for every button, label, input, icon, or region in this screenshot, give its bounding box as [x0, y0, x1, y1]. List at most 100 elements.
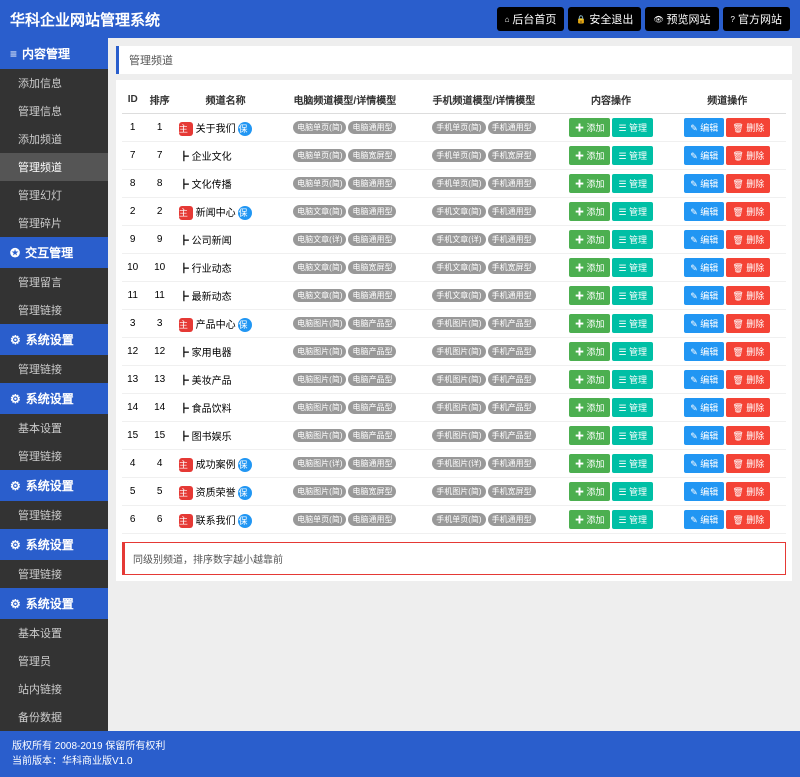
delete-button[interactable]: 🗑 删除 — [726, 174, 770, 193]
model-pill: 电脑图片(简) — [293, 485, 346, 498]
add-button[interactable]: ✚ 添加 — [569, 482, 611, 501]
menu-category[interactable]: ⚙系统设置 — [0, 324, 108, 355]
menu-item[interactable]: 添加信息 — [0, 69, 108, 97]
delete-button[interactable]: 🗑 删除 — [726, 146, 770, 165]
edit-button[interactable]: ✎ 编辑 — [684, 202, 724, 221]
delete-button[interactable]: 🗑 删除 — [726, 314, 770, 333]
add-button[interactable]: ✚ 添加 — [569, 118, 611, 137]
menu-item[interactable]: 管理频道 — [0, 153, 108, 181]
menu-item[interactable]: 基本设置 — [0, 414, 108, 442]
edit-button[interactable]: ✎ 编辑 — [684, 454, 724, 473]
menu-item[interactable]: 基本设置 — [0, 619, 108, 647]
menu-category[interactable]: ✪交互管理 — [0, 237, 108, 268]
add-button[interactable]: ✚ 添加 — [569, 370, 611, 389]
delete-button[interactable]: 🗑 删除 — [726, 482, 770, 501]
manage-button[interactable]: ☰ 管理 — [612, 342, 653, 361]
menu-item[interactable]: 管理幻灯 — [0, 181, 108, 209]
menu-category[interactable]: ⚙系统设置 — [0, 383, 108, 414]
add-button[interactable]: ✚ 添加 — [569, 314, 611, 333]
menu-item[interactable]: 管理碎片 — [0, 209, 108, 237]
channel-name: ┣ 食品饮料 — [179, 404, 232, 415]
manage-button[interactable]: ☰ 管理 — [612, 146, 653, 165]
add-button[interactable]: ✚ 添加 — [569, 230, 611, 249]
manage-button[interactable]: ☰ 管理 — [612, 482, 653, 501]
menu-item[interactable]: 管理留言 — [0, 268, 108, 296]
edit-button[interactable]: ✎ 编辑 — [684, 230, 724, 249]
edit-button[interactable]: ✎ 编辑 — [684, 510, 724, 529]
cell-channel-ops: ✎ 编辑🗑 删除 — [669, 310, 786, 338]
add-button[interactable]: ✚ 添加 — [569, 146, 611, 165]
panel-title: 管理频道 — [116, 46, 792, 74]
menu-cat-icon: ⚙ — [10, 538, 21, 552]
edit-button[interactable]: ✎ 编辑 — [684, 342, 724, 361]
add-button[interactable]: ✚ 添加 — [569, 258, 611, 277]
add-button[interactable]: ✚ 添加 — [569, 398, 611, 417]
table-row: 1515┣ 图书娱乐 电脑图片(简)电脑产品型手机图片(简)手机产品型✚ 添加☰… — [122, 422, 786, 450]
edit-button[interactable]: ✎ 编辑 — [684, 258, 724, 277]
delete-button[interactable]: 🗑 删除 — [726, 342, 770, 361]
nav-button-3[interactable]: ?官方网站 — [723, 7, 790, 31]
edit-button[interactable]: ✎ 编辑 — [684, 426, 724, 445]
manage-button[interactable]: ☰ 管理 — [612, 230, 653, 249]
menu-item[interactable]: 站内链接 — [0, 675, 108, 703]
manage-button[interactable]: ☰ 管理 — [612, 454, 653, 473]
manage-button[interactable]: ☰ 管理 — [612, 510, 653, 529]
menu-category[interactable]: ≡内容管理 — [0, 38, 108, 69]
manage-button[interactable]: ☰ 管理 — [612, 286, 653, 305]
menu-item[interactable]: 管理链接 — [0, 560, 108, 588]
menu-item[interactable]: 管理信息 — [0, 97, 108, 125]
manage-button[interactable]: ☰ 管理 — [612, 174, 653, 193]
delete-button[interactable]: 🗑 删除 — [726, 230, 770, 249]
delete-button[interactable]: 🗑 删除 — [726, 510, 770, 529]
model-pill: 电脑单页(简) — [293, 177, 346, 190]
manage-button[interactable]: ☰ 管理 — [612, 426, 653, 445]
edit-button[interactable]: ✎ 编辑 — [684, 370, 724, 389]
edit-button[interactable]: ✎ 编辑 — [684, 398, 724, 417]
menu-item[interactable]: 管理链接 — [0, 355, 108, 383]
edit-button[interactable]: ✎ 编辑 — [684, 314, 724, 333]
delete-button[interactable]: 🗑 删除 — [726, 370, 770, 389]
edit-button[interactable]: ✎ 编辑 — [684, 286, 724, 305]
nav-button-0[interactable]: ⌂后台首页 — [497, 7, 565, 31]
edit-button[interactable]: ✎ 编辑 — [684, 174, 724, 193]
save-tag: 保 — [238, 122, 252, 136]
edit-button[interactable]: ✎ 编辑 — [684, 146, 724, 165]
menu-category[interactable]: ⚙ 系统设置 — [0, 529, 108, 560]
edit-button[interactable]: ✎ 编辑 — [684, 118, 724, 137]
menu-item[interactable]: 管理链接 — [0, 442, 108, 470]
menu-category[interactable]: ⚙系统设置 — [0, 588, 108, 619]
menu-item[interactable]: 管理员 — [0, 647, 108, 675]
nav-label: 官方网站 — [738, 11, 782, 27]
cell-id: 9 — [122, 226, 143, 254]
nav-button-1[interactable]: 🔒安全退出 — [568, 7, 641, 31]
edit-button[interactable]: ✎ 编辑 — [684, 482, 724, 501]
menu-cat-label: 系统设置 — [26, 536, 74, 553]
delete-button[interactable]: 🗑 删除 — [726, 258, 770, 277]
manage-button[interactable]: ☰ 管理 — [612, 398, 653, 417]
menu-item[interactable]: 管理链接 — [0, 296, 108, 324]
delete-button[interactable]: 🗑 删除 — [726, 202, 770, 221]
delete-button[interactable]: 🗑 删除 — [726, 454, 770, 473]
menu-item[interactable]: 管理链接 — [0, 501, 108, 529]
add-button[interactable]: ✚ 添加 — [569, 342, 611, 361]
add-button[interactable]: ✚ 添加 — [569, 202, 611, 221]
menu-item[interactable]: 备份数据 — [0, 703, 108, 731]
manage-button[interactable]: ☰ 管理 — [612, 258, 653, 277]
add-button[interactable]: ✚ 添加 — [569, 426, 611, 445]
cell-sort: 9 — [143, 226, 175, 254]
manage-button[interactable]: ☰ 管理 — [612, 370, 653, 389]
delete-button[interactable]: 🗑 删除 — [726, 286, 770, 305]
delete-button[interactable]: 🗑 删除 — [726, 398, 770, 417]
add-button[interactable]: ✚ 添加 — [569, 174, 611, 193]
add-button[interactable]: ✚ 添加 — [569, 286, 611, 305]
manage-button[interactable]: ☰ 管理 — [612, 118, 653, 137]
manage-button[interactable]: ☰ 管理 — [612, 314, 653, 333]
nav-button-2[interactable]: 👁预览网站 — [645, 7, 718, 31]
manage-button[interactable]: ☰ 管理 — [612, 202, 653, 221]
add-button[interactable]: ✚ 添加 — [569, 510, 611, 529]
menu-item[interactable]: 添加频道 — [0, 125, 108, 153]
delete-button[interactable]: 🗑 删除 — [726, 426, 770, 445]
add-button[interactable]: ✚ 添加 — [569, 454, 611, 473]
menu-category[interactable]: ⚙系统设置 — [0, 470, 108, 501]
delete-button[interactable]: 🗑 删除 — [726, 118, 770, 137]
